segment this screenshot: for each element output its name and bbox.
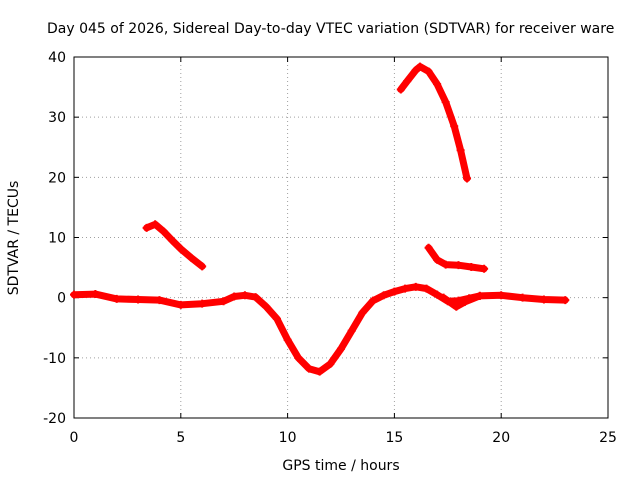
y-tick-label: -10 bbox=[43, 351, 66, 367]
data-point bbox=[187, 253, 196, 262]
data-point bbox=[433, 255, 442, 264]
data-point bbox=[411, 66, 420, 75]
data-point bbox=[230, 292, 239, 301]
axis-ticks: 0 5 10 15 20 25 -20 -10 0 10 20 30 40 bbox=[43, 50, 617, 446]
data-point bbox=[475, 291, 484, 300]
data-point bbox=[176, 300, 185, 309]
data-point bbox=[441, 260, 450, 269]
x-axis-label: GPS time / hours bbox=[282, 458, 399, 474]
data-point bbox=[134, 295, 143, 304]
data-point bbox=[403, 77, 412, 86]
y-tick-label: -20 bbox=[43, 411, 66, 427]
y-axis-label: SDTVAR / TECUs bbox=[6, 181, 22, 296]
data-series bbox=[70, 62, 570, 376]
y-tick-label: 30 bbox=[48, 110, 66, 126]
y-tick-label: 10 bbox=[48, 231, 66, 247]
x-tick-label: 20 bbox=[492, 430, 510, 446]
series-arc-5h bbox=[143, 220, 206, 270]
y-tick-label: 20 bbox=[48, 170, 66, 186]
data-point bbox=[452, 302, 461, 311]
data-point bbox=[480, 264, 489, 273]
data-point bbox=[422, 284, 431, 293]
data-point bbox=[454, 261, 463, 270]
data-point bbox=[439, 293, 448, 302]
x-tick-label: 25 bbox=[599, 430, 617, 446]
data-point bbox=[294, 353, 303, 362]
data-point bbox=[91, 290, 100, 299]
data-point bbox=[347, 326, 356, 335]
data-point bbox=[159, 227, 168, 236]
data-point bbox=[433, 290, 442, 299]
series-arc-16h bbox=[397, 63, 471, 182]
data-point bbox=[424, 243, 433, 252]
data-point bbox=[151, 220, 160, 229]
chart-title: Day 045 of 2026, Sidereal Day-to-day VTE… bbox=[47, 21, 614, 37]
y-tick-label: 40 bbox=[48, 50, 66, 66]
data-point bbox=[142, 223, 151, 232]
data-point bbox=[358, 308, 367, 317]
series-fragment-18h bbox=[440, 292, 484, 311]
data-point bbox=[467, 262, 476, 271]
data-point bbox=[539, 295, 548, 304]
data-point bbox=[176, 244, 185, 253]
data-point bbox=[463, 174, 472, 183]
data-point bbox=[198, 262, 207, 271]
x-tick-label: 0 bbox=[70, 430, 79, 446]
data-point bbox=[70, 290, 78, 299]
data-point bbox=[283, 335, 292, 344]
series-main-trace bbox=[70, 283, 569, 376]
y-tick-label: 0 bbox=[57, 291, 66, 307]
x-tick-label: 10 bbox=[279, 430, 297, 446]
data-point bbox=[198, 299, 207, 308]
data-point bbox=[450, 122, 459, 131]
data-point bbox=[456, 146, 465, 155]
data-point bbox=[379, 291, 388, 300]
data-point bbox=[497, 291, 506, 300]
data-point bbox=[112, 294, 121, 303]
data-point bbox=[304, 364, 313, 373]
x-tick-label: 5 bbox=[176, 430, 185, 446]
data-point bbox=[369, 296, 378, 305]
data-point bbox=[460, 297, 469, 306]
data-point bbox=[155, 296, 164, 305]
data-point bbox=[416, 62, 425, 71]
data-point bbox=[390, 287, 399, 296]
data-point bbox=[315, 367, 324, 376]
data-point bbox=[262, 302, 271, 311]
data-point bbox=[441, 98, 450, 107]
data-point bbox=[168, 236, 177, 245]
data-point bbox=[272, 314, 281, 323]
data-point bbox=[219, 297, 228, 306]
data-point bbox=[396, 85, 405, 94]
data-point bbox=[240, 291, 249, 300]
data-point bbox=[411, 282, 420, 291]
data-point bbox=[251, 293, 260, 302]
grid-lines bbox=[74, 57, 608, 418]
data-point bbox=[424, 67, 433, 76]
data-point bbox=[561, 296, 570, 305]
data-point bbox=[326, 359, 335, 368]
data-point bbox=[433, 80, 442, 89]
x-tick-label: 15 bbox=[385, 430, 403, 446]
data-point bbox=[337, 344, 345, 353]
data-point bbox=[401, 284, 410, 293]
data-point bbox=[518, 293, 527, 302]
